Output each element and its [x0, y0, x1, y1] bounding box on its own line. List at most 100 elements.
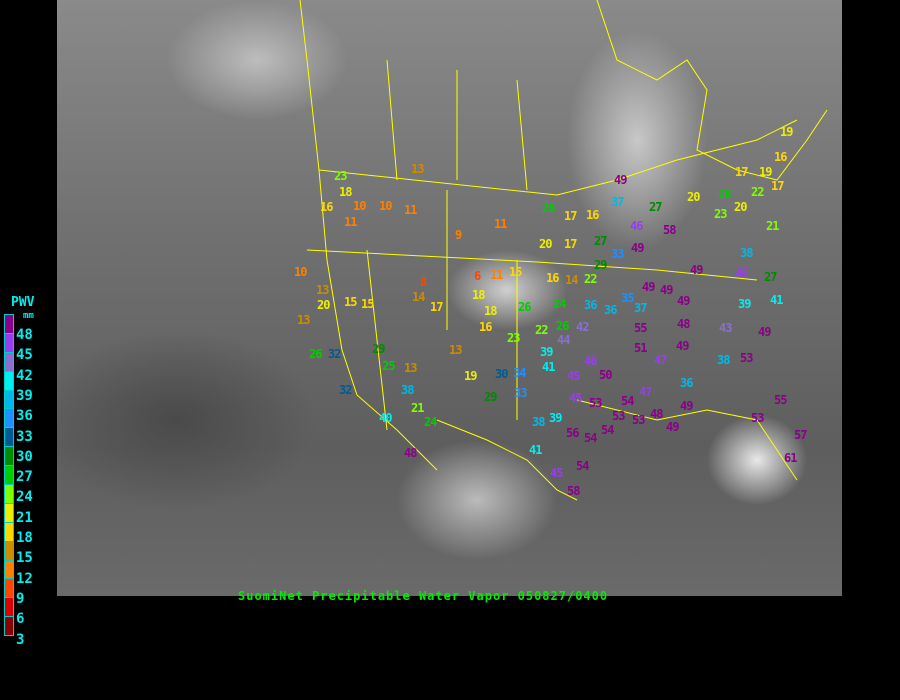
station-value: 49 [642, 279, 655, 294]
station-value: 11 [404, 202, 417, 217]
station-value: 17 [564, 236, 577, 251]
station-value: 21 [411, 400, 424, 415]
station-value: 17 [564, 208, 577, 223]
station-value: 16 [546, 270, 559, 285]
station-value: 15 [361, 296, 374, 311]
station-value: 49 [614, 172, 627, 187]
station-value: 13 [449, 342, 462, 357]
colorbar-label: 42 [16, 367, 33, 384]
station-value: 32 [339, 382, 352, 397]
colorbar-swatch [4, 332, 14, 353]
station-value: 16 [586, 207, 599, 222]
station-value: 13 [297, 312, 310, 327]
station-value: 57 [794, 427, 807, 442]
station-value: 54 [621, 393, 634, 408]
station-value: 18 [484, 303, 497, 318]
colorbar-swatch [4, 502, 14, 523]
station-value: 53 [751, 410, 764, 425]
colorbar-swatch [4, 597, 14, 618]
station-value: 17 [430, 299, 443, 314]
station-value: 33 [514, 385, 527, 400]
station-value: 48 [677, 316, 690, 331]
station-value: 8 [420, 274, 427, 289]
station-value: 27 [764, 269, 777, 284]
legend-title: PWV [11, 295, 35, 310]
station-value: 47 [654, 352, 667, 367]
station-value: 53 [740, 350, 753, 365]
station-value: 11 [490, 267, 503, 282]
station-value: 26 [556, 318, 569, 333]
colorbar-swatch [4, 408, 14, 429]
colorbar-label: 15 [16, 550, 33, 567]
station-value: 23 [714, 206, 727, 221]
station-value: 18 [339, 184, 352, 199]
colorbar-label: 18 [16, 530, 33, 546]
station-value: 24 [553, 296, 566, 311]
station-value: 26 [542, 200, 555, 215]
satellite-image [57, 0, 842, 596]
station-value: 53 [612, 408, 625, 423]
station-value: 43 [719, 320, 732, 335]
station-value: 49 [677, 293, 690, 308]
station-value: 38 [532, 414, 545, 429]
station-value: 29 [594, 257, 607, 272]
station-value: 16 [479, 319, 492, 334]
colorbar-swatch [4, 559, 14, 580]
station-value: 30 [495, 366, 508, 381]
station-value: 15 [509, 264, 522, 279]
colorbar-swatch [4, 427, 14, 448]
station-value: 34 [513, 365, 526, 380]
station-value: 39 [738, 296, 751, 311]
station-value: 42 [576, 319, 589, 334]
station-value: 41 [770, 292, 783, 307]
station-value: 19 [464, 368, 477, 383]
station-value: 38 [740, 245, 753, 260]
map-title: SuomiNet Precipitable Water Vapor 050827… [238, 589, 609, 603]
station-value: 17 [771, 178, 784, 193]
station-value: 24 [424, 414, 437, 429]
station-value: 22 [751, 184, 764, 199]
station-value: 32 [328, 346, 341, 361]
station-value: 55 [634, 320, 647, 335]
colorbar-label: 48 [16, 327, 33, 343]
colorbar-label: 33 [16, 428, 33, 445]
station-value: 26 [518, 299, 531, 314]
station-value: 23 [507, 330, 520, 345]
station-value: 13 [316, 282, 329, 297]
station-value: 49 [758, 324, 771, 339]
station-value: 25 [382, 358, 395, 373]
station-value: 38 [401, 382, 414, 397]
station-value: 14 [412, 289, 425, 304]
station-value: 38 [717, 352, 730, 367]
station-value: 10 [294, 264, 307, 279]
station-value: 37 [634, 300, 647, 315]
station-value: 53 [589, 395, 602, 410]
station-value: 36 [584, 297, 597, 312]
station-value: 49 [690, 262, 703, 277]
station-value: 54 [584, 430, 597, 445]
colorbar-swatch [4, 616, 14, 637]
station-value: 48 [650, 406, 663, 421]
station-value: 45 [569, 390, 582, 405]
state-borders [299, 0, 828, 501]
colorbar-swatch [4, 578, 14, 599]
station-value: 56 [566, 425, 579, 440]
station-value: 46 [630, 218, 643, 233]
station-value: 54 [601, 422, 614, 437]
legend-unit: mm [23, 311, 34, 321]
station-value: 40 [379, 410, 392, 425]
station-value: 47 [639, 384, 652, 399]
station-value: 44 [557, 332, 570, 347]
station-value: 41 [529, 442, 542, 457]
station-value: 58 [567, 483, 580, 498]
station-value: 48 [404, 445, 417, 460]
station-value: 27 [594, 233, 607, 248]
station-value: 26 [718, 186, 731, 201]
colorbar-swatch [4, 465, 14, 486]
colorbar-swatch [4, 521, 14, 542]
station-value: 19 [759, 164, 772, 179]
station-value: 16 [774, 149, 787, 164]
station-value: 49 [660, 282, 673, 297]
station-value: 10 [379, 198, 392, 213]
station-value: 22 [535, 322, 548, 337]
